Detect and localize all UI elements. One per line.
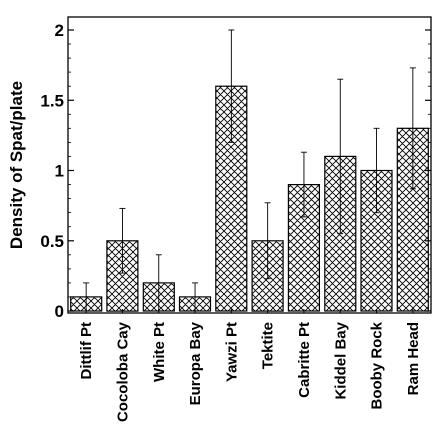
- x-tick-label-5: Tektite: [260, 322, 277, 369]
- y-axis: 0 0.5 1 1.5 2: [40, 21, 431, 321]
- y-axis-title: Density of Spat/plate: [7, 81, 26, 249]
- x-tick-label-8: Booby Rock: [369, 321, 386, 409]
- bars-group: [70, 85, 429, 312]
- y-tick-label-3: 1.5: [40, 91, 64, 110]
- x-axis: Dittlif Pt Cocoloba Cay White Pt Europa Bay…: [78, 309, 422, 422]
- error-bars-group: [83, 29, 416, 312]
- x-tick-label-2: White Pt: [151, 322, 168, 382]
- x-tick-label-9: Ram Head: [405, 322, 422, 395]
- x-tick-label-6: Cabritte Pt: [296, 322, 313, 398]
- y-tick-label-1: 0.5: [40, 232, 64, 251]
- x-tick-label-1: Cocoloba Cay: [114, 321, 131, 422]
- plot-frame: [67, 16, 432, 314]
- y-tick-label-4: 2: [55, 21, 64, 40]
- x-tick-label-7: Kiddel Bay: [332, 321, 349, 399]
- y-tick-label-2: 1: [55, 162, 64, 181]
- y-tick-label-0: 0: [55, 302, 64, 321]
- x-tick-label-4: Yawzi Pt: [223, 322, 240, 382]
- x-tick-label-0: Dittlif Pt: [78, 322, 95, 380]
- x-tick-label-3: Europa Bay: [187, 321, 204, 405]
